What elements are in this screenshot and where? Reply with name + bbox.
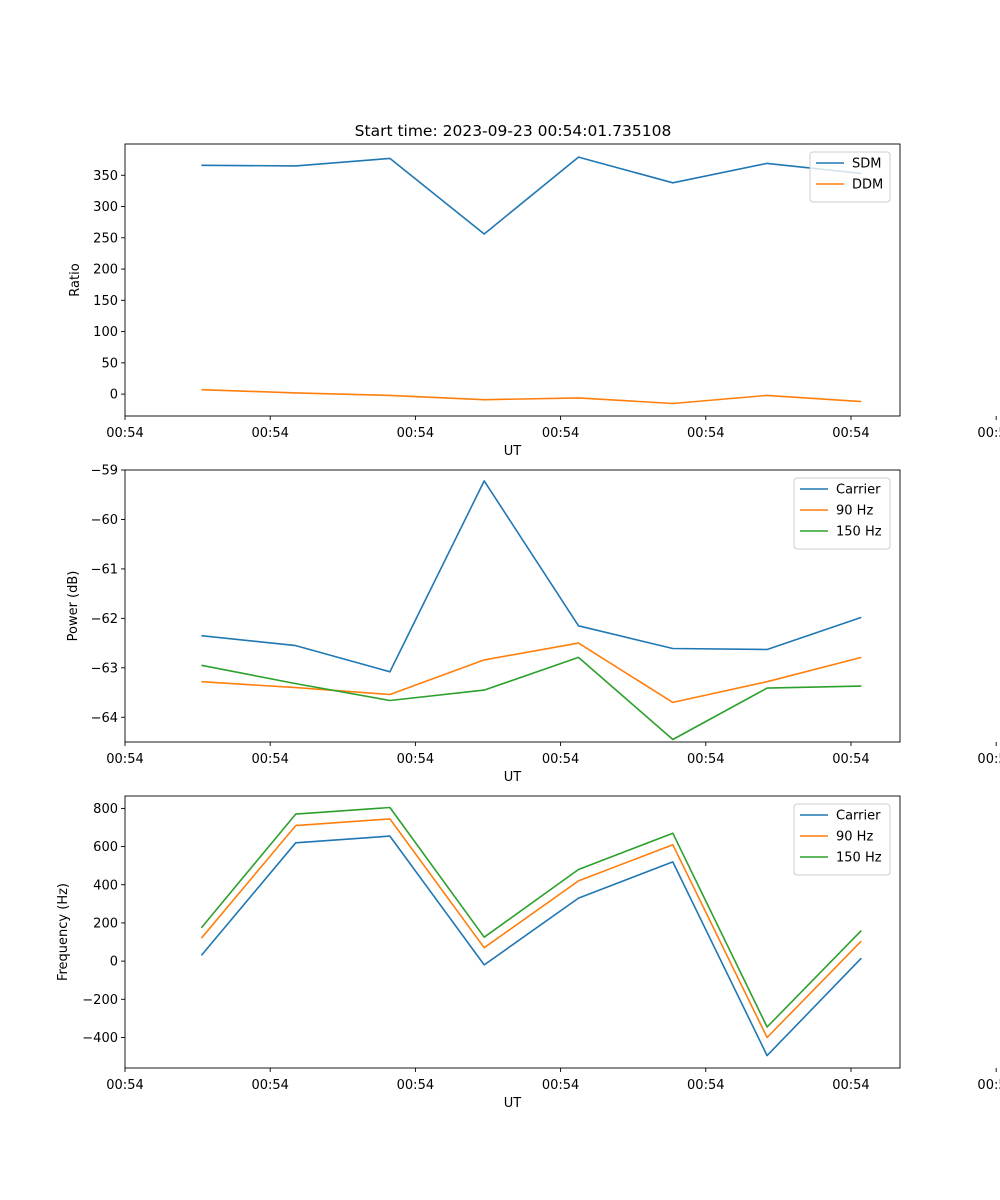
y-tick-label: 0	[110, 955, 118, 970]
x-tick-label: 00:54	[687, 426, 724, 441]
y-tick-label: 50	[101, 356, 118, 371]
y-tick-label: −61	[91, 562, 118, 577]
legend-label: Carrier	[836, 809, 881, 824]
y-tick-label: −200	[82, 993, 118, 1008]
legend-label: 90 Hz	[836, 504, 873, 519]
x-axis-label: UT	[504, 1096, 522, 1111]
x-tick-label: 00:55	[977, 752, 1000, 767]
legend-label: 90 Hz	[836, 830, 873, 845]
y-tick-label: 800	[93, 802, 118, 817]
charts-container: 00:54 00:54 00:54 00:54 00:54 00:54 00:55 0 50 10…	[56, 143, 1000, 1111]
y-tick-label: 350	[93, 169, 118, 184]
x-tick-label: 00:54	[542, 1078, 579, 1093]
series-line-ddm	[201, 388, 862, 405]
legend: Carrier 90 Hz 150 Hz	[793, 477, 891, 550]
y-tick-label: −59	[91, 464, 118, 479]
legend-label: SDM	[852, 157, 881, 172]
plot-frame	[124, 143, 901, 417]
legend-label: 150 Hz	[836, 851, 882, 866]
x-tick-label: 00:54	[251, 1078, 288, 1093]
y-tick-label: 600	[93, 840, 118, 855]
y-tick-label: −63	[91, 661, 118, 676]
chart-3: 00:54 00:54 00:54 00:54 00:54 00:54 00:55 −400 −…	[56, 795, 1000, 1111]
series-line-150-hz	[201, 656, 862, 741]
y-tick-label: 0	[110, 388, 118, 403]
x-tick-label: 00:54	[106, 752, 143, 767]
series-line-150-hz	[200, 806, 862, 1028]
y-tick-label: −60	[91, 513, 118, 528]
x-tick-label: 00:54	[397, 752, 434, 767]
y-tick-label: −64	[91, 711, 118, 726]
plot-frame	[124, 795, 901, 1069]
y-axis-label: Power (dB)	[66, 571, 81, 642]
x-tick-label: 00:54	[251, 426, 288, 441]
x-tick-label: 00:54	[397, 426, 434, 441]
figure-title: Start time: 2023-09-23 00:54:01.735108	[355, 122, 672, 140]
chart-1: 00:54 00:54 00:54 00:54 00:54 00:54 00:55 0 50 10…	[68, 143, 1000, 459]
y-axis-label: Ratio	[68, 263, 83, 296]
y-tick-label: 200	[93, 916, 118, 931]
plot-frame	[124, 469, 901, 743]
x-tick-label: 00:54	[687, 752, 724, 767]
y-tick-label: 200	[93, 263, 118, 278]
x-tick-label: 00:55	[977, 426, 1000, 441]
legend: SDM DDM	[809, 151, 891, 203]
y-axis-label: Frequency (Hz)	[56, 883, 71, 981]
legend-box	[809, 151, 891, 203]
x-tick-label: 00:54	[687, 1078, 724, 1093]
x-axis-label: UT	[504, 444, 522, 459]
x-tick-label: 00:54	[106, 1078, 143, 1093]
legend: Carrier 90 Hz 150 Hz	[793, 803, 891, 876]
y-tick-label: 300	[93, 200, 118, 215]
x-axis-label: UT	[504, 770, 522, 785]
legend-label: Carrier	[836, 483, 881, 498]
legend-label: DDM	[852, 178, 883, 193]
y-tick-label: −62	[91, 612, 118, 627]
series-line-sdm	[201, 156, 862, 235]
x-tick-label: 00:54	[832, 752, 869, 767]
series-line-carrier	[200, 835, 862, 1057]
x-tick-label: 00:54	[397, 1078, 434, 1093]
x-tick-label: 00:54	[542, 426, 579, 441]
series-line-90-hz	[200, 818, 862, 1039]
series-line-90-hz	[201, 642, 862, 704]
x-tick-label: 00:54	[106, 426, 143, 441]
y-tick-label: 250	[93, 231, 118, 246]
x-tick-label: 00:55	[977, 1078, 1000, 1093]
x-tick-label: 00:54	[251, 752, 288, 767]
legend-label: 150 Hz	[836, 525, 882, 540]
y-tick-label: 100	[93, 325, 118, 340]
x-tick-label: 00:54	[832, 1078, 869, 1093]
x-tick-label: 00:54	[832, 426, 869, 441]
y-tick-label: 150	[93, 294, 118, 309]
y-tick-label: −400	[82, 1031, 118, 1046]
x-tick-label: 00:54	[542, 752, 579, 767]
chart-2: 00:54 00:54 00:54 00:54 00:54 00:54 00:55 −64 −6…	[66, 464, 1000, 786]
series-line-carrier	[201, 480, 862, 673]
y-tick-label: 400	[93, 878, 118, 893]
